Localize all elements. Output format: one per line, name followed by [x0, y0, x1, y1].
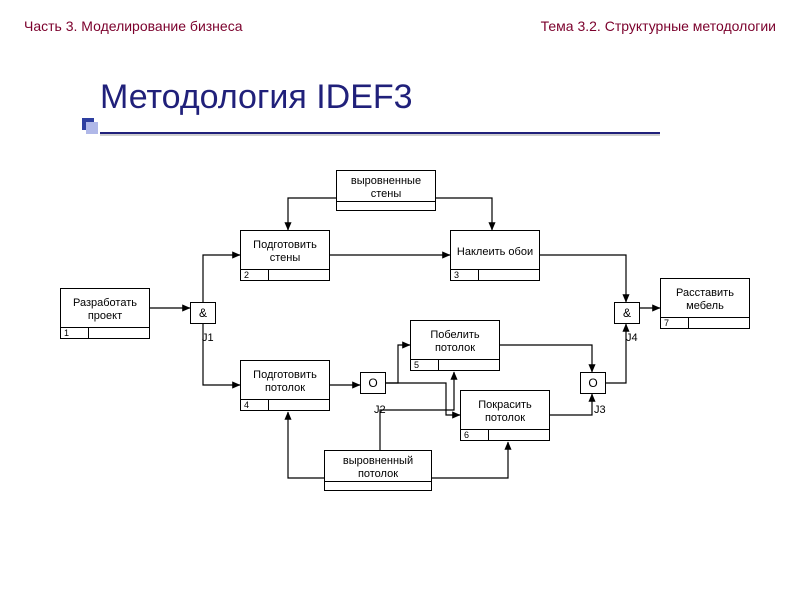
uob-box-b2: Подготовить стены2 [240, 230, 330, 270]
edge-e-j2-b6 [386, 383, 460, 415]
uob-box-b7: Расставить мебель7 [660, 278, 750, 318]
edge-e-b3-j4 [540, 255, 626, 302]
uob-box-b4: Подготовить потолок4 [240, 360, 330, 400]
uob-label: Побелить потолок [415, 329, 495, 354]
uob-label: Расставить мебель [665, 287, 745, 312]
edge-e-j2-b5 [386, 345, 410, 383]
uob-footer: 6 [460, 429, 550, 441]
edge-e-r2-b5 [380, 372, 454, 450]
uob-number: 5 [411, 360, 439, 370]
title-bullet-icon [80, 116, 100, 136]
edge-e-r1-b3 [436, 198, 492, 230]
uob-label: Разработать проект [65, 297, 145, 322]
uob-footer: 1 [60, 327, 150, 339]
uob-number: 1 [61, 328, 89, 338]
edge-e-j3-j4 [606, 324, 626, 383]
referent-box-r2: выровненный потолок [324, 450, 432, 484]
uob-number: 4 [241, 400, 269, 410]
uob-footer: 4 [240, 399, 330, 411]
idef3-diagram: Разработать проект1Подготовить стены2Нак… [40, 160, 760, 560]
page-title: Методология IDEF3 [100, 78, 413, 117]
uob-label: Наклеить обои [457, 246, 533, 259]
junction-j3: O [580, 372, 606, 394]
edge-e-r1-b2 [288, 198, 336, 230]
edge-e-b6-j3 [550, 394, 592, 415]
uob-label: Покрасить потолок [465, 399, 545, 424]
uob-number: 7 [661, 318, 689, 328]
arrows-layer [40, 160, 760, 560]
edge-e-r2-b6 [432, 442, 508, 478]
referent-box-r1: выровненные стены [336, 170, 436, 204]
uob-footer: 3 [450, 269, 540, 281]
uob-footer: 7 [660, 317, 750, 329]
uob-box-b1: Разработать проект1 [60, 288, 150, 328]
edge-e-j1-b2 [203, 255, 240, 302]
uob-number: 3 [451, 270, 479, 280]
uob-label: Подготовить потолок [245, 369, 325, 394]
junction-label-j3: J3 [594, 404, 606, 416]
uob-box-b5: Побелить потолок5 [410, 320, 500, 360]
uob-label: Подготовить стены [245, 239, 325, 264]
junction-j4: & [614, 302, 640, 324]
header-left: Часть 3. Моделирование бизнеса [24, 18, 242, 34]
junction-label-j2: J2 [374, 404, 386, 416]
junction-j2: O [360, 372, 386, 394]
edge-e-r2-b4 [288, 412, 324, 478]
uob-footer: 5 [410, 359, 500, 371]
uob-number: 2 [241, 270, 269, 280]
junction-label-j1: J1 [202, 332, 214, 344]
header-right: Тема 3.2. Структурные методологии [541, 18, 776, 34]
junction-j1: & [190, 302, 216, 324]
uob-box-b3: Наклеить обои3 [450, 230, 540, 270]
edge-e-b5-j3 [500, 345, 592, 372]
uob-box-b6: Покрасить потолок6 [460, 390, 550, 430]
uob-footer: 2 [240, 269, 330, 281]
title-underline-shadow [100, 134, 660, 136]
uob-number: 6 [461, 430, 489, 440]
junction-label-j4: J4 [626, 332, 638, 344]
